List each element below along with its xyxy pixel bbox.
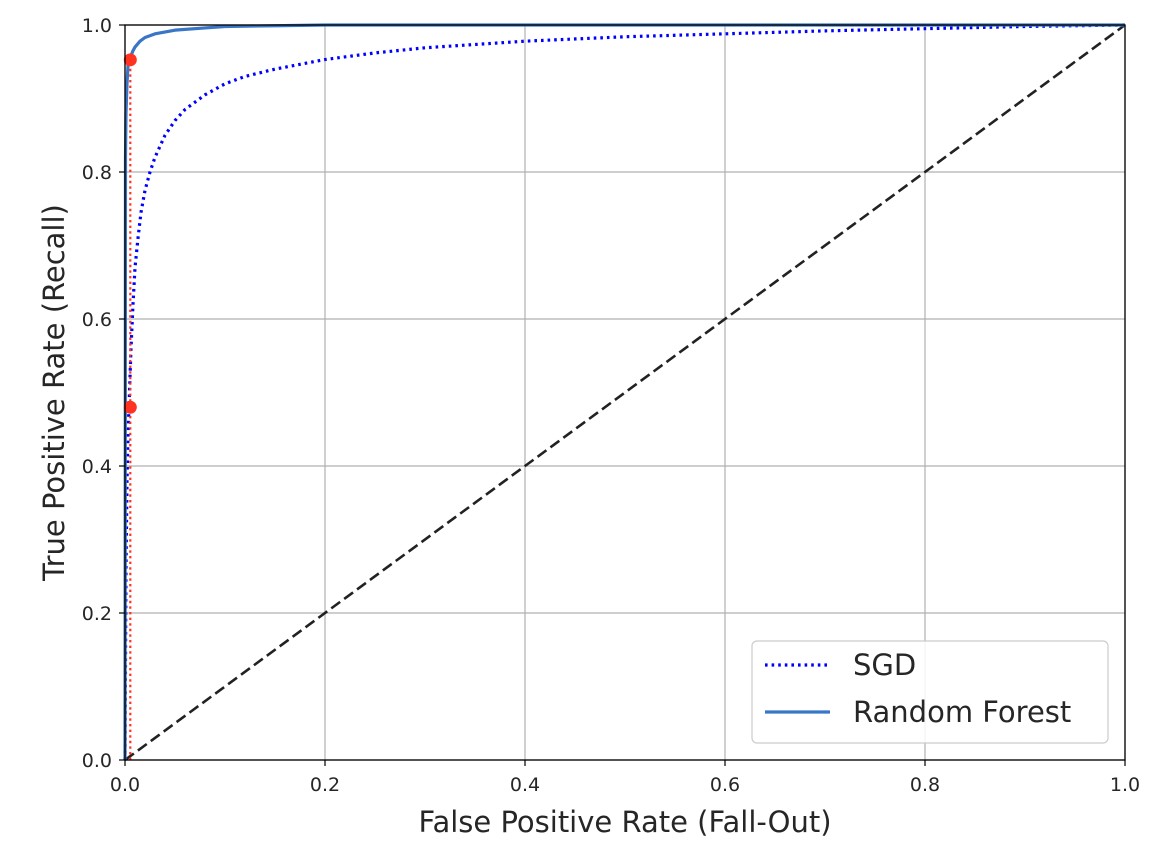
series-line-random-forest <box>123 23 1125 761</box>
x-tick-label-5: 1.0 <box>1110 774 1140 796</box>
x-tick-label-0: 0.0 <box>110 774 140 796</box>
series-line-sgd <box>123 23 1126 761</box>
x-tick-label-3: 0.6 <box>710 774 740 796</box>
grid <box>124 24 1126 761</box>
y-tick-label-4: 0.8 <box>82 162 112 184</box>
highlight-point-1 <box>123 53 137 67</box>
x-axis-label: False Positive Rate (Fall-Out) <box>418 805 831 839</box>
y-tick-label-2: 0.4 <box>82 456 112 478</box>
y-tick-label-1: 0.2 <box>82 603 112 625</box>
legend-box <box>751 640 1109 744</box>
y-tick-label-5: 1.0 <box>82 15 112 37</box>
x-tick-label-1: 0.2 <box>310 774 340 796</box>
legend: SGD Random Forest <box>751 640 1109 744</box>
y-tick-label-3: 0.6 <box>82 309 112 331</box>
ticks: 0.0 0.2 0.4 0.6 0.8 1.0 0.0 0.2 0.4 0.6 0.8 1.0 <box>82 15 1140 796</box>
highlight-point-0 <box>123 400 137 414</box>
x-tick-label-4: 0.8 <box>910 774 940 796</box>
x-tick-label-2: 0.4 <box>510 774 540 796</box>
legend-label-sgd: SGD <box>853 648 916 682</box>
reference-diagonal-line <box>124 23 1126 762</box>
legend-label-random-forest: Random Forest <box>853 695 1071 729</box>
series-layer <box>123 23 1126 761</box>
plot-frame <box>124 24 1126 761</box>
y-axis-label: True Positive Rate (Recall) <box>37 204 71 582</box>
reference-line-layer <box>124 23 1126 762</box>
y-tick-label-0: 0.0 <box>82 750 112 772</box>
highlight-layer <box>123 53 137 760</box>
